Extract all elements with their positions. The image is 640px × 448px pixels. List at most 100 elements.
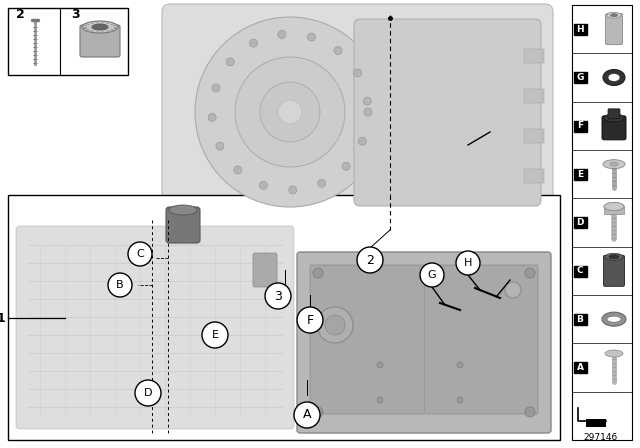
Circle shape <box>457 362 463 368</box>
Circle shape <box>525 407 535 417</box>
Text: G: G <box>576 73 584 82</box>
Circle shape <box>265 283 291 309</box>
Bar <box>574 24 587 35</box>
Circle shape <box>212 84 220 92</box>
Text: 3: 3 <box>274 289 282 302</box>
Text: 3: 3 <box>72 8 80 21</box>
Circle shape <box>342 162 350 170</box>
FancyBboxPatch shape <box>602 116 626 140</box>
Circle shape <box>313 407 323 417</box>
Circle shape <box>317 307 353 343</box>
Circle shape <box>195 17 385 207</box>
Circle shape <box>259 181 268 190</box>
Ellipse shape <box>92 24 108 30</box>
Circle shape <box>456 251 480 275</box>
Bar <box>8 8 128 75</box>
Circle shape <box>278 100 302 124</box>
Ellipse shape <box>605 253 623 260</box>
Circle shape <box>294 402 320 428</box>
Circle shape <box>505 282 521 298</box>
Circle shape <box>377 397 383 403</box>
Ellipse shape <box>169 205 197 215</box>
Text: B: B <box>116 280 124 290</box>
Circle shape <box>202 322 228 348</box>
Circle shape <box>278 30 286 39</box>
Bar <box>604 207 624 215</box>
Text: D: D <box>144 388 152 398</box>
Circle shape <box>357 247 383 273</box>
FancyBboxPatch shape <box>604 255 625 286</box>
FancyBboxPatch shape <box>524 89 544 103</box>
FancyBboxPatch shape <box>16 226 294 429</box>
Text: B: B <box>577 314 584 323</box>
Text: A: A <box>577 363 584 372</box>
Bar <box>574 73 587 83</box>
FancyBboxPatch shape <box>297 252 551 433</box>
Text: 1: 1 <box>0 311 5 324</box>
Circle shape <box>128 242 152 266</box>
FancyBboxPatch shape <box>524 49 544 63</box>
Text: 2: 2 <box>366 254 374 267</box>
Text: E: E <box>577 170 583 179</box>
FancyBboxPatch shape <box>162 4 553 220</box>
FancyBboxPatch shape <box>354 19 541 206</box>
FancyBboxPatch shape <box>166 207 200 243</box>
Ellipse shape <box>607 12 621 18</box>
Ellipse shape <box>604 114 624 122</box>
Text: 297146: 297146 <box>583 433 617 442</box>
Circle shape <box>313 268 323 278</box>
FancyBboxPatch shape <box>524 129 544 143</box>
Circle shape <box>260 82 320 142</box>
Bar <box>574 266 587 277</box>
Bar <box>574 362 587 374</box>
Ellipse shape <box>603 159 625 168</box>
Ellipse shape <box>610 162 618 166</box>
Ellipse shape <box>609 255 619 259</box>
Circle shape <box>325 315 345 335</box>
Circle shape <box>317 179 326 187</box>
Circle shape <box>457 397 463 403</box>
Circle shape <box>420 263 444 287</box>
Text: H: H <box>576 25 584 34</box>
Ellipse shape <box>608 73 620 82</box>
Circle shape <box>250 39 257 47</box>
Circle shape <box>364 97 371 105</box>
Text: F: F <box>577 121 583 130</box>
Circle shape <box>307 33 316 41</box>
Circle shape <box>364 108 372 116</box>
FancyBboxPatch shape <box>605 14 623 45</box>
FancyBboxPatch shape <box>310 265 538 414</box>
Circle shape <box>216 142 224 150</box>
Bar <box>574 314 587 325</box>
FancyBboxPatch shape <box>524 169 544 183</box>
Text: 2: 2 <box>15 8 24 21</box>
Circle shape <box>108 273 132 297</box>
FancyBboxPatch shape <box>80 25 120 57</box>
Circle shape <box>135 380 161 406</box>
Circle shape <box>334 47 342 55</box>
Bar <box>574 217 587 228</box>
Circle shape <box>358 137 366 145</box>
Text: H: H <box>464 258 472 268</box>
Ellipse shape <box>607 316 621 322</box>
Circle shape <box>297 307 323 333</box>
Circle shape <box>353 69 362 77</box>
Circle shape <box>377 362 383 368</box>
Circle shape <box>234 166 242 174</box>
Ellipse shape <box>611 14 618 17</box>
Text: A: A <box>303 409 311 422</box>
Circle shape <box>525 268 535 278</box>
Circle shape <box>208 113 216 121</box>
Bar <box>8 195 560 440</box>
Ellipse shape <box>605 350 623 357</box>
Text: D: D <box>576 218 584 227</box>
Circle shape <box>227 58 234 66</box>
Ellipse shape <box>602 312 626 326</box>
Text: F: F <box>307 314 314 327</box>
FancyBboxPatch shape <box>253 253 277 287</box>
Ellipse shape <box>604 202 624 211</box>
Ellipse shape <box>82 21 118 33</box>
Ellipse shape <box>604 202 624 211</box>
Text: C: C <box>136 249 144 259</box>
Bar <box>574 169 587 180</box>
